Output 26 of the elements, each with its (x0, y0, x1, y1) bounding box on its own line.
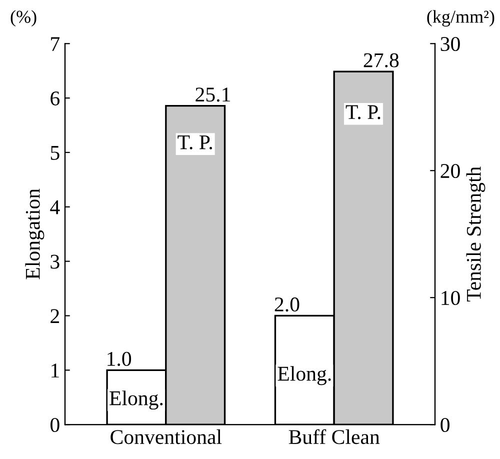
y-tick-label: 5 (50, 146, 60, 160)
y-tick-label: 3 (50, 254, 60, 269)
series-label: Elong. (110, 390, 163, 410)
y2-tick-label: 20 (440, 164, 460, 178)
text: (%) (10, 10, 36, 27)
y2-axis-title: Tensile Strength (466, 166, 486, 302)
y-axis-title: Elongation (25, 188, 44, 280)
series-label: T. P. (178, 135, 212, 150)
text: (kg/mm²) (427, 10, 494, 27)
data-label: 27.8 (364, 53, 399, 68)
data-label: 2.0 (274, 297, 300, 312)
y-tick-label: 4 (50, 200, 60, 214)
y-tick-label: 6 (50, 91, 60, 106)
text: T. P. (346, 105, 380, 120)
data-label: 1.0 (108, 352, 132, 366)
y2-tick-label: 30 (440, 36, 460, 52)
y-tick-label: 1 (52, 364, 59, 378)
y2-tick-label: 0 (440, 418, 450, 432)
x-tick-label: Buff Clean (288, 429, 380, 444)
x-tick-label: Conventional (110, 429, 222, 444)
y-tick-label: 0 (50, 418, 60, 432)
text: Elong. (278, 366, 331, 386)
y-tick-label: 7 (51, 37, 60, 51)
data-label: 25.1 (196, 88, 230, 102)
y2-tick-label: 10 (442, 290, 460, 306)
y-tick-label: 2 (50, 309, 59, 323)
